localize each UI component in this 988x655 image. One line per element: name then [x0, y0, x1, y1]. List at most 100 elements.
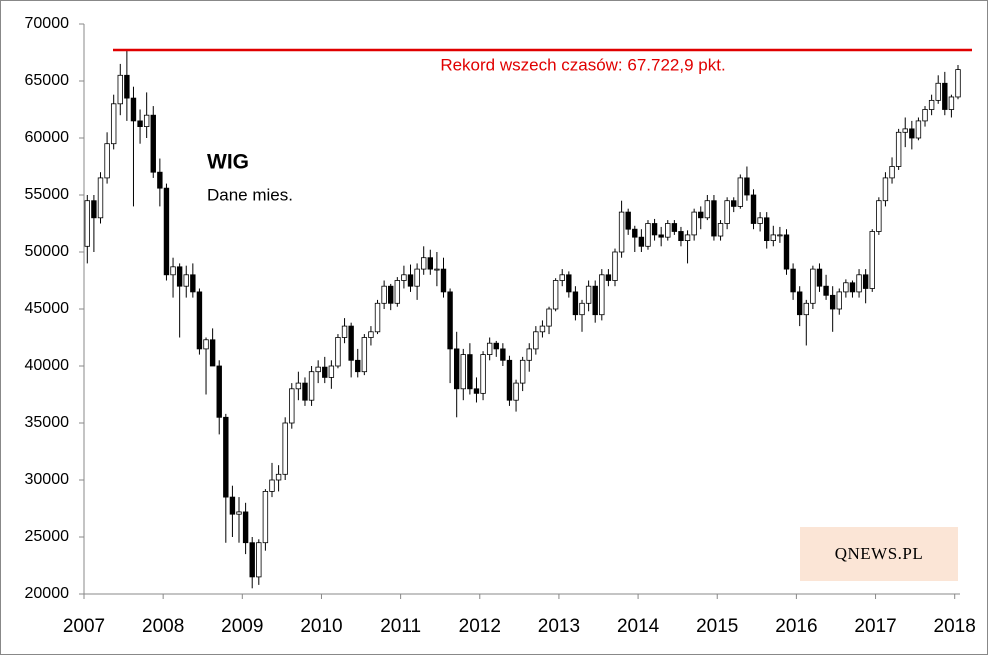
candle-body [348, 325, 354, 361]
x-tick-label: 2018 [934, 616, 976, 637]
candle-body [401, 274, 407, 281]
candle-body [124, 74, 130, 99]
candle-body [460, 354, 466, 390]
candle-body [698, 211, 704, 219]
candle-body [665, 223, 671, 238]
y-tick-label: 30000 [25, 471, 70, 488]
candle-body [236, 511, 242, 515]
candle-body [823, 285, 829, 296]
candle-body [282, 422, 288, 475]
candle-body [796, 291, 803, 316]
candle-body [684, 234, 691, 241]
candle-body [942, 82, 948, 110]
candle-body [585, 285, 592, 304]
candle-body [869, 231, 875, 289]
candle-body [632, 228, 638, 238]
y-tick-label: 70000 [25, 15, 70, 32]
candle-body [658, 234, 664, 238]
candle-body [157, 171, 163, 189]
candle-body [605, 274, 612, 281]
candle-body [388, 285, 394, 304]
candle-body [783, 234, 790, 270]
candle-body [566, 274, 572, 293]
y-tick-label: 65000 [25, 72, 70, 89]
candle-body [513, 382, 519, 401]
x-tick-label: 2012 [459, 616, 501, 637]
candle-body [183, 274, 189, 287]
candle-body [526, 348, 532, 361]
candle-body [645, 223, 651, 247]
candle-body [862, 274, 869, 289]
candle-body [368, 331, 374, 338]
candle-body [552, 280, 559, 310]
candle-body [150, 114, 156, 173]
candle-body [315, 366, 321, 373]
y-tick-label: 50000 [25, 243, 70, 260]
candle-body [295, 382, 302, 390]
candle-body [651, 223, 658, 236]
candle-body [539, 325, 546, 333]
candle-body [434, 268, 440, 271]
candle-body [612, 251, 618, 281]
candle-body [731, 200, 737, 207]
candle-body [91, 200, 97, 219]
candle-body [915, 120, 922, 139]
candle-body [447, 291, 453, 350]
candle-body [777, 234, 783, 237]
candle-body [717, 223, 724, 237]
x-tick-label: 2008 [142, 616, 184, 637]
candle-body [744, 177, 750, 196]
candle-body [262, 490, 269, 544]
logo: QNEWS.PL [800, 527, 958, 581]
candle-body [559, 274, 565, 281]
candle-body [948, 96, 955, 110]
x-tick-label: 2009 [221, 616, 263, 637]
candle-body [895, 131, 902, 167]
candle-body [361, 337, 368, 373]
x-tick-label: 2014 [617, 616, 660, 637]
candle-body [163, 187, 170, 276]
candle-body [308, 371, 315, 401]
candle-body [519, 359, 526, 384]
candle-body [843, 282, 849, 293]
candle-body [829, 294, 836, 310]
candle-body [117, 74, 123, 105]
candle-body [137, 120, 143, 128]
candle-body [691, 211, 697, 236]
candle-body [97, 177, 104, 219]
candle-body [110, 103, 117, 145]
candle-body [289, 388, 295, 424]
candle-body [737, 177, 744, 207]
x-tick-label: 2016 [775, 616, 817, 637]
candle-body [275, 473, 282, 481]
candle-body [421, 257, 427, 270]
y-tick-label: 40000 [25, 357, 70, 374]
candle-body [203, 339, 209, 350]
x-tick-label: 2013 [538, 616, 580, 637]
x-tick-label: 2015 [696, 616, 738, 637]
candle-body [803, 302, 809, 316]
candle-body [816, 268, 823, 287]
candle-body [928, 99, 935, 110]
candle-body [724, 200, 730, 224]
candle-body [500, 348, 506, 361]
candle-body [889, 166, 895, 179]
candle-body [764, 217, 770, 242]
candle-body [84, 200, 90, 247]
candle-body [810, 268, 816, 304]
candle-body [130, 97, 137, 122]
candle-body [269, 479, 275, 492]
y-tick-label: 60000 [25, 129, 70, 146]
candle-body [790, 268, 796, 293]
candle-body [341, 325, 348, 338]
candle-body [190, 274, 196, 293]
record-label: Rekord wszech czasów: 67.722,9 pkt. [440, 55, 725, 74]
y-tick-label: 25000 [25, 528, 70, 545]
x-tick-label: 2017 [854, 616, 896, 637]
candle-body [427, 257, 434, 270]
candle-body [638, 236, 645, 247]
candle-body [618, 211, 625, 253]
candle-body [533, 331, 539, 350]
candle-body [407, 274, 414, 287]
candle-body [328, 365, 335, 378]
